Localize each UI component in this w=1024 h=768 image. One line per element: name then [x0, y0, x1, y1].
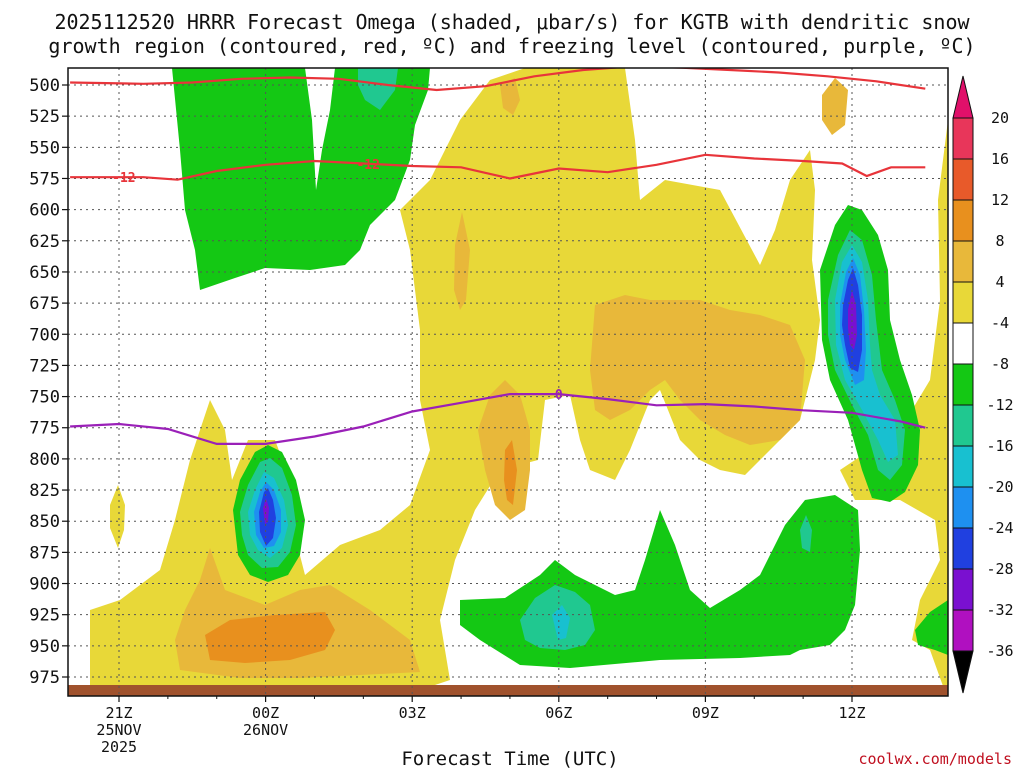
y-tick-label: 950: [29, 637, 60, 657]
omega-orange-right: [822, 78, 848, 135]
omega-cyan-lower-center: [552, 605, 570, 640]
colorbar-label: 12: [991, 191, 1009, 209]
colorbar-label: 4: [995, 273, 1004, 291]
contour-label: 0: [555, 388, 563, 403]
x-tick-label: 12Z: [838, 704, 865, 722]
plot-frame: [67, 67, 949, 697]
y-axis: 500 525 550 575 600 625 650 675 700 725 750 775 800 8…: [29, 76, 68, 688]
colorbar-label: -20: [986, 478, 1013, 496]
colorbar-label: 8: [995, 232, 1004, 250]
omega-orange-mid: [478, 380, 530, 520]
x-tick-year-label: 2025: [101, 738, 137, 756]
y-tick-label: 900: [29, 575, 60, 595]
omega-teal-right-small: [800, 515, 812, 552]
y-tick-label: 850: [29, 512, 60, 532]
colorbar-swatch: [952, 363, 974, 406]
y-tick-label: 725: [29, 356, 60, 376]
colorbar-top-arrow: [952, 75, 974, 119]
colorbar-swatch: [952, 486, 974, 529]
colorbar-bottom-arrow: [952, 650, 974, 694]
colorbar-label: 20: [991, 109, 1009, 127]
contour-line: [70, 68, 926, 92]
chart-title-line2: growth region (contoured, red, ºC) and f…: [48, 34, 975, 58]
y-tick-label: 750: [29, 388, 60, 408]
omega-orange-core-low: [205, 612, 335, 663]
contour-label: -12: [356, 158, 379, 173]
x-tick-label: 09Z: [692, 704, 719, 722]
colorbar-label: -24: [986, 519, 1013, 537]
y-tick-label: 825: [29, 481, 60, 501]
omega-orange-core-mid: [504, 440, 517, 505]
y-tick-label: 700: [29, 325, 60, 345]
colorbar-swatch: [952, 527, 974, 570]
y-tick-label: 925: [29, 606, 60, 626]
x-tick-date-label: 26NOV: [243, 721, 288, 739]
y-tick-label: 650: [29, 263, 60, 283]
omega-orange-upper: [590, 295, 805, 445]
plot-area: -12 -12 0: [68, 68, 948, 696]
contour-lines: -12 -12 0: [70, 68, 926, 445]
colorbar-swatch: [952, 158, 974, 201]
colorbar-swatch: [952, 281, 974, 324]
contour-line: [70, 153, 926, 181]
omega-green-upper-cyan: [358, 68, 398, 110]
colorbar-label: -16: [986, 437, 1013, 455]
y-tick-label: 600: [29, 201, 60, 221]
x-tick-label: 21Z: [105, 704, 132, 722]
colorbar-swatch: [952, 609, 974, 652]
colorbar-label: -8: [991, 355, 1009, 373]
x-tick-date-label: 25NOV: [96, 721, 141, 739]
colorbar-swatch: [952, 322, 974, 365]
grid-lines: [68, 68, 948, 696]
x-tick-label: 00Z: [252, 704, 279, 722]
y-tick-label: 625: [29, 232, 60, 252]
y-tick-label: 975: [29, 668, 60, 688]
credit-link[interactable]: coolwx.com/models: [858, 750, 1012, 768]
colorbar-swatch: [952, 445, 974, 488]
y-tick-label: 500: [29, 76, 60, 96]
colorbar-swatch: [952, 240, 974, 283]
colorbar-label: -32: [986, 601, 1013, 619]
colorbar-swatch: [952, 568, 974, 611]
omega-green-far-right: [915, 600, 948, 655]
colorbar: 20 16 12 8 4 -4 -8 -12 -16 -20 -24 -28 -32 -36: [952, 75, 1014, 694]
x-axis-title: Forecast Time (UTC): [401, 748, 618, 768]
omega-orange-sliver-1: [454, 212, 470, 310]
y-tick-label: 575: [29, 169, 60, 189]
omega-purple-left-core: [263, 498, 269, 524]
ground-band: [68, 685, 948, 696]
y-tick-label: 675: [29, 294, 60, 314]
omega-yellow-islet: [110, 485, 125, 548]
colorbar-swatch: [952, 117, 974, 160]
colorbar-label: 16: [991, 150, 1009, 168]
colorbar-label: -36: [986, 642, 1013, 660]
y-tick-label: 800: [29, 450, 60, 470]
colorbar-swatch: [952, 404, 974, 447]
colorbar-swatch: [952, 199, 974, 242]
x-tick-label: 06Z: [545, 704, 572, 722]
y-tick-label: 550: [29, 138, 60, 158]
omega-green-upper-left: [172, 68, 430, 290]
y-tick-label: 875: [29, 543, 60, 563]
y-tick-label: 525: [29, 107, 60, 127]
colorbar-label: -12: [986, 396, 1013, 414]
omega-orange-sliver-2: [500, 78, 520, 115]
x-tick-label: 03Z: [399, 704, 426, 722]
contour-label: -12: [112, 171, 135, 186]
chart-title-line1: 2025112520 HRRR Forecast Omega (shaded, …: [54, 10, 970, 34]
colorbar-label: -4: [991, 314, 1009, 332]
y-tick-label: 775: [29, 419, 60, 439]
contour-line: [70, 393, 926, 445]
colorbar-label: -28: [986, 560, 1013, 578]
